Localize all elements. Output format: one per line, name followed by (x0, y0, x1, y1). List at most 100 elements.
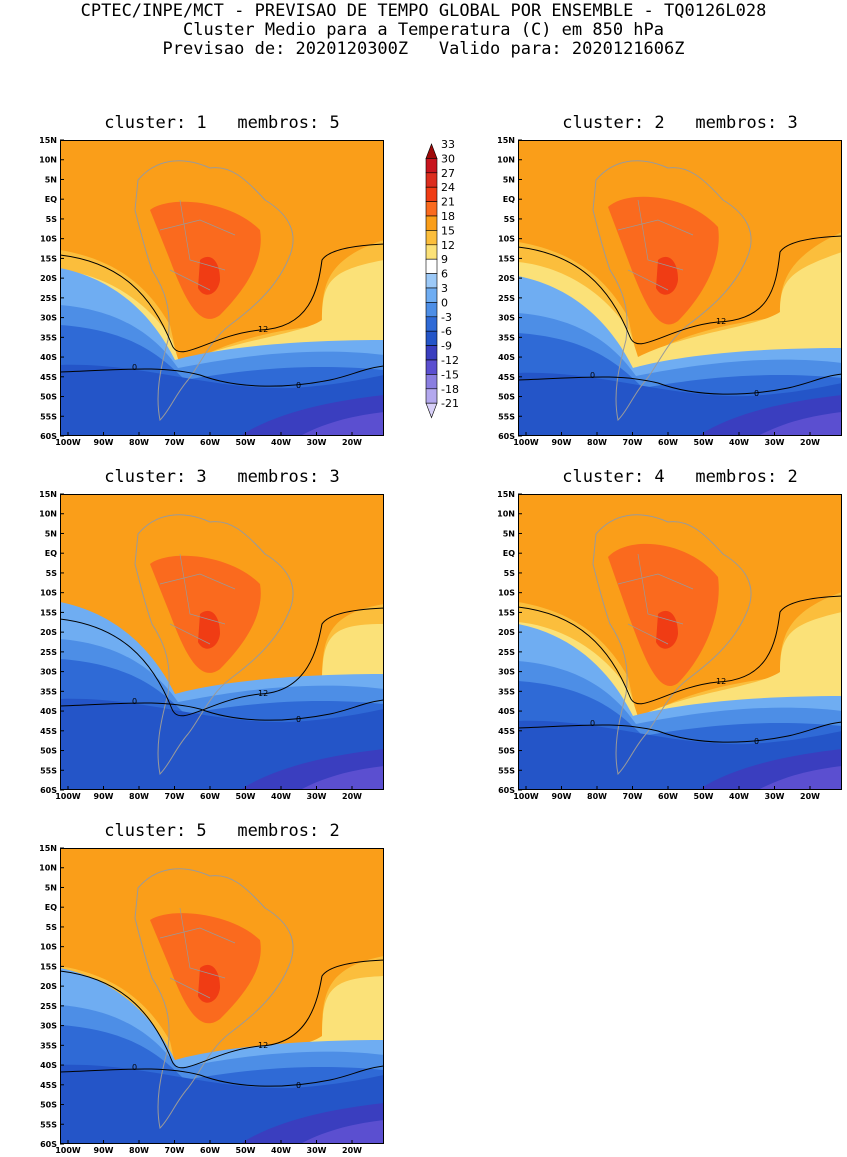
contour-12 (59, 607, 385, 717)
lat-label: 15N (39, 844, 57, 853)
legend-swatch (425, 258, 438, 274)
panel-5-title: cluster: 5 membros: 2 (104, 821, 340, 841)
lon-label: 40W (729, 792, 749, 801)
legend-level-label: -12 (441, 354, 459, 367)
lon-label: 60W (200, 438, 220, 447)
lon-label: 20W (342, 1146, 362, 1155)
panel-3-title: cluster: 3 membros: 3 (104, 467, 340, 487)
lon-label: 100W (55, 1146, 81, 1155)
contour-0 (59, 699, 385, 721)
legend-level-label: 3 (441, 282, 448, 295)
contour-label-0b: 0 (296, 715, 301, 724)
lon-label: 50W (694, 792, 714, 801)
legend-level-label: 9 (441, 253, 448, 266)
lat-label: 55S (40, 766, 57, 775)
map-frame (60, 140, 384, 436)
contour-0 (59, 365, 385, 387)
warm-region-24 (656, 256, 678, 295)
lat-label: 55S (498, 412, 515, 421)
lat-label: 45S (40, 373, 57, 382)
lat-label: 50S (40, 1101, 57, 1110)
lon-label: 100W (55, 438, 81, 447)
lat-label: 15S (498, 608, 515, 617)
legend-swatch (425, 158, 438, 174)
contour-12 (59, 243, 385, 353)
lon-label: 70W (165, 1146, 185, 1155)
lat-label: 15N (497, 490, 515, 499)
contour-label-0b: 0 (754, 389, 759, 398)
country-borders (159, 907, 236, 999)
lat-label: 10N (39, 864, 57, 873)
lat-label: 20S (498, 628, 515, 637)
lat-label: 35S (498, 687, 515, 696)
lon-label: 80W (587, 438, 607, 447)
legend-level-label: 24 (441, 181, 455, 194)
legend-level-label: 12 (441, 239, 455, 252)
legend-swatch (425, 316, 438, 332)
contour-label-12: 12 (258, 689, 268, 698)
lat-label: 50S (40, 393, 57, 402)
legend-level-label: 0 (441, 296, 448, 309)
warm-region-24 (656, 610, 678, 649)
lat-label: 25S (498, 294, 515, 303)
header-line-1: CPTEC/INPE/MCT - PREVISAO DE TEMPO GLOBA… (80, 1, 767, 21)
lat-label: 45S (40, 727, 57, 736)
lat-label: 15N (497, 136, 515, 145)
lon-label: 70W (623, 438, 643, 447)
contour-12 (517, 595, 843, 705)
legend-level-label: 6 (441, 268, 448, 281)
contour-label-0a: 0 (132, 1063, 137, 1072)
lat-label: 20S (498, 274, 515, 283)
contour-label-0b: 0 (296, 1081, 301, 1090)
lat-label: 35S (40, 687, 57, 696)
lon-label: 40W (729, 438, 749, 447)
lon-label: 50W (236, 1146, 256, 1155)
lat-label: 20S (40, 274, 57, 283)
map-panel-2: 12 0 0 15N 10N 5N EQ 5S 10S 15S 20S 25S 30S 35S 40S 45S… (497, 136, 843, 447)
lon-label: 90W (94, 792, 114, 801)
lon-label: 100W (513, 792, 539, 801)
lat-label: 40S (40, 707, 57, 716)
lat-label: 45S (498, 727, 515, 736)
lon-label: 40W (271, 438, 291, 447)
lon-label: 80W (129, 792, 149, 801)
legend-level-label: -9 (441, 340, 452, 353)
map-panel-1: 12 0 0 15N 10N 5N EQ 5S 10S 15S 20S 25S 30S 35S 40S 45S… (39, 136, 385, 447)
continent-outline (592, 514, 752, 776)
lon-label: 60W (658, 792, 678, 801)
panel-4-title: cluster: 4 membros: 2 (562, 467, 798, 487)
lat-label: 30S (498, 668, 515, 677)
lon-label: 20W (342, 438, 362, 447)
lat-label: EQ (503, 195, 515, 204)
legend-swatch (425, 215, 438, 231)
lat-label: 30S (498, 314, 515, 323)
lat-label: 35S (40, 333, 57, 342)
map-frame (60, 848, 384, 1144)
lon-label: 90W (94, 1146, 114, 1155)
legend-swatch (425, 244, 438, 260)
header-line-2: Cluster Medio para a Temperatura (C) em … (182, 20, 665, 40)
legend-level-label: -18 (441, 383, 459, 396)
lat-label: 50S (498, 393, 515, 402)
lat-label: 55S (40, 412, 57, 421)
lon-label: 80W (129, 1146, 149, 1155)
lat-label: 5N (45, 175, 57, 184)
country-borders (617, 199, 694, 291)
legend-level-label: -6 (441, 325, 452, 338)
lon-label: 30W (765, 438, 785, 447)
lat-label: 10S (498, 589, 515, 598)
warm-region-24 (198, 610, 220, 649)
lat-label: 40S (498, 707, 515, 716)
lat-label: 10N (497, 156, 515, 165)
lat-label: EQ (45, 195, 57, 204)
legend-level-label: -3 (441, 311, 452, 324)
lat-label: 10S (40, 943, 57, 952)
lat-label: 10N (39, 510, 57, 519)
map-panel-5: 12 0 0 15N 10N 5N EQ 5S 10S 15S 20S 25S 30S 35S 40S 45S… (39, 844, 385, 1155)
lat-label: 5N (503, 529, 515, 538)
header-line-3: Previsao de: 2020120300Z Valido para: 20… (162, 39, 685, 59)
lat-label: 40S (40, 1061, 57, 1070)
lat-label: 30S (40, 1022, 57, 1031)
lat-label: 10N (497, 510, 515, 519)
